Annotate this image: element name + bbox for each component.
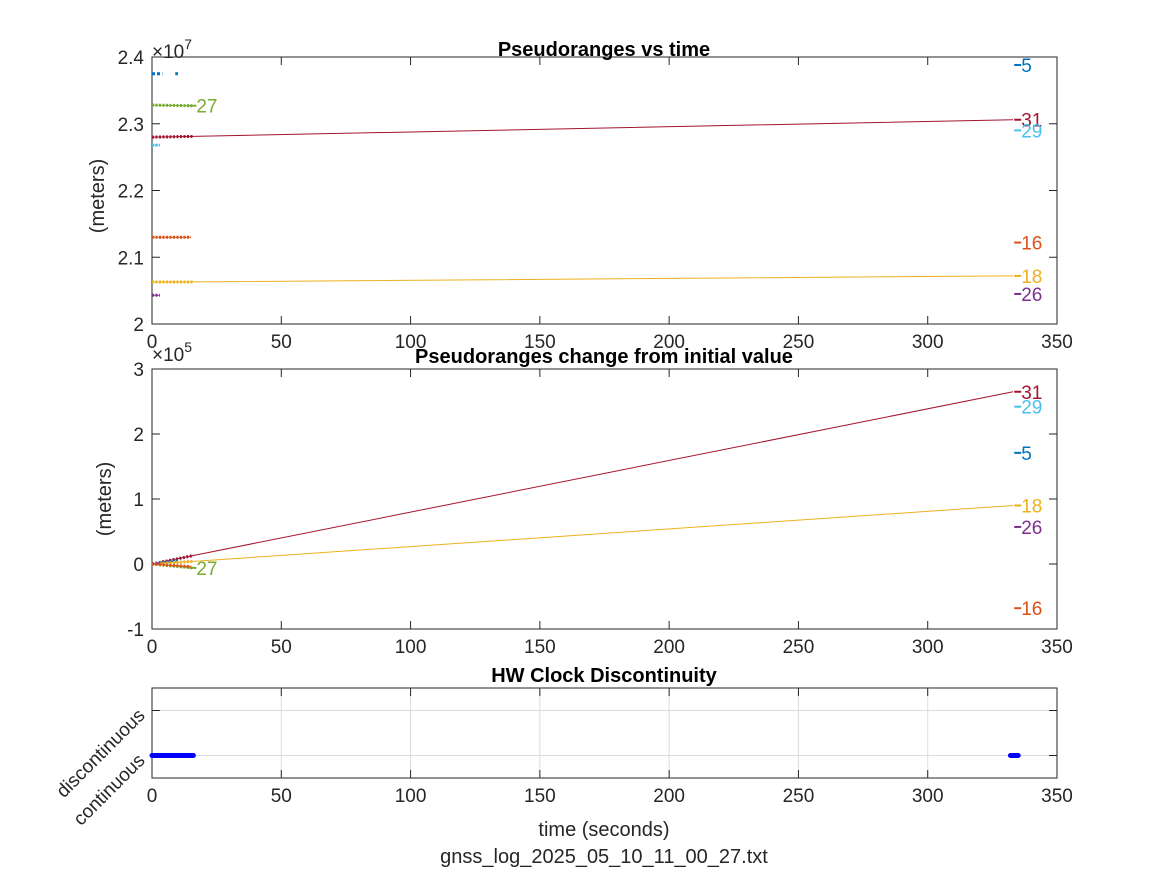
x-tick-label: 0 (147, 637, 158, 658)
pseudorange-change-xticks: 0 50 100 150 200 250 300 350 (147, 369, 1073, 658)
series-prn-26: 26 (152, 285, 1042, 306)
series-label: 18 (1021, 267, 1042, 288)
series-label: 27 (196, 559, 217, 580)
pseudorange-change-ylabel: (meters) (94, 462, 116, 536)
x-tick-label: 350 (1041, 637, 1073, 658)
series-label: 31 (1021, 383, 1042, 404)
series-prn-31: 31 (151, 111, 1042, 139)
series-label: 31 (1021, 111, 1042, 132)
x-tick-label: 50 (271, 332, 292, 353)
clock-discontinuity-axes (151, 687, 1058, 779)
y-tick-label: 2.2 (118, 182, 144, 203)
pseudoranges-yticks: 2 2.1 2.2 2.3 2.4 (118, 48, 1057, 336)
pseudorange-change-axes (151, 368, 1058, 630)
x-tick-label: 250 (783, 637, 815, 658)
x-tick-label: 0 (147, 332, 158, 353)
series-prn-16: 16 (152, 234, 1042, 255)
series-line (152, 275, 1014, 283)
x-tick-label: 150 (524, 637, 556, 658)
pseudoranges-ylabel: (meters) (87, 159, 109, 233)
series-label: 16 (1021, 599, 1042, 620)
series-label: 5 (1021, 444, 1032, 465)
series-prn-16: 16 (151, 562, 1042, 620)
y-tick-label: -1 (127, 620, 144, 641)
series-line (151, 505, 1014, 565)
pseudorange-change-exponent: ×105 (152, 339, 192, 366)
series-label: 29 (1021, 398, 1042, 419)
x-tick-label: 100 (395, 332, 427, 353)
y-tick-label: 0 (133, 555, 144, 576)
y-tick-label: 2 (133, 315, 144, 336)
x-tick-label: 100 (395, 637, 427, 658)
clock-discontinuity-title: HW Clock Discontinuity (491, 665, 717, 687)
y-tick-label: 2.1 (118, 248, 144, 269)
x-tick-label: 50 (271, 637, 292, 658)
series-prn-5: 5 (152, 56, 1032, 77)
log-filename: gnss_log_2025_05_10_11_00_27.txt (440, 846, 768, 868)
x-tick-label: 200 (653, 332, 685, 353)
series-early-samples (151, 562, 191, 569)
x-tick-label: 150 (524, 786, 556, 807)
y-tick-label: 2 (133, 425, 144, 446)
time-xlabel: time (seconds) (538, 819, 669, 841)
series-label: 27 (196, 97, 217, 118)
x-tick-label: 200 (653, 637, 685, 658)
x-tick-label: 200 (653, 786, 685, 807)
series-label: 26 (1021, 285, 1042, 306)
clock-discontinuity-grid (152, 688, 1057, 778)
x-tick-label: 100 (395, 786, 427, 807)
series-label: 16 (1021, 234, 1042, 255)
pseudoranges-exponent: ×107 (152, 36, 192, 63)
x-tick-label: 350 (1041, 332, 1073, 353)
series-line (151, 119, 1014, 138)
pseudorange-change-title: Pseudoranges change from initial value (415, 346, 793, 368)
series-early-samples (151, 103, 193, 108)
x-tick-label: 150 (524, 332, 556, 353)
series-prn-29: 29 (152, 121, 1042, 147)
series-prn-18: 18 (151, 497, 1042, 566)
x-tick-label: 300 (912, 637, 944, 658)
x-tick-label: 300 (912, 786, 944, 807)
y-tick-label: 3 (133, 360, 144, 381)
series-prn-18: 18 (152, 267, 1042, 288)
pseudorange-change-yticks: -1 0 1 2 3 (127, 360, 1057, 641)
series-label: 26 (1021, 518, 1042, 539)
x-tick-label: 0 (147, 786, 158, 807)
x-tick-label: 300 (912, 332, 944, 353)
y-tick-label: 1 (133, 490, 144, 511)
series-label: 18 (1021, 497, 1042, 518)
pseudorange-change-panel: Pseudoranges change from initial value (… (94, 339, 1073, 658)
x-tick-label: 50 (271, 786, 292, 807)
pseudoranges-axes (151, 56, 1058, 325)
clock-discontinuity-panel: HW Clock Discontinuity 0 50 100 150 200 250 30… (53, 665, 1073, 841)
y-tick-label: 2.4 (118, 48, 145, 69)
x-tick-label: 250 (783, 786, 815, 807)
series-prn-27: 27 (151, 97, 218, 118)
pseudoranges-title: Pseudoranges vs time (498, 39, 710, 61)
x-tick-label: 250 (783, 332, 815, 353)
series-line (151, 104, 193, 107)
pseudoranges-xticks: 0 50 100 150 200 250 300 350 (147, 57, 1073, 353)
series-label: 29 (1021, 121, 1042, 142)
x-tick-label: 350 (1041, 786, 1073, 807)
series-label: 5 (1021, 56, 1032, 77)
y-tick-label: 2.3 (118, 115, 144, 136)
pseudoranges-panel: Pseudoranges vs time (meters) ×107 0 50 10… (87, 36, 1073, 353)
clock-discontinuity-xticks: 0 50 100 150 200 250 300 350 (147, 688, 1073, 807)
